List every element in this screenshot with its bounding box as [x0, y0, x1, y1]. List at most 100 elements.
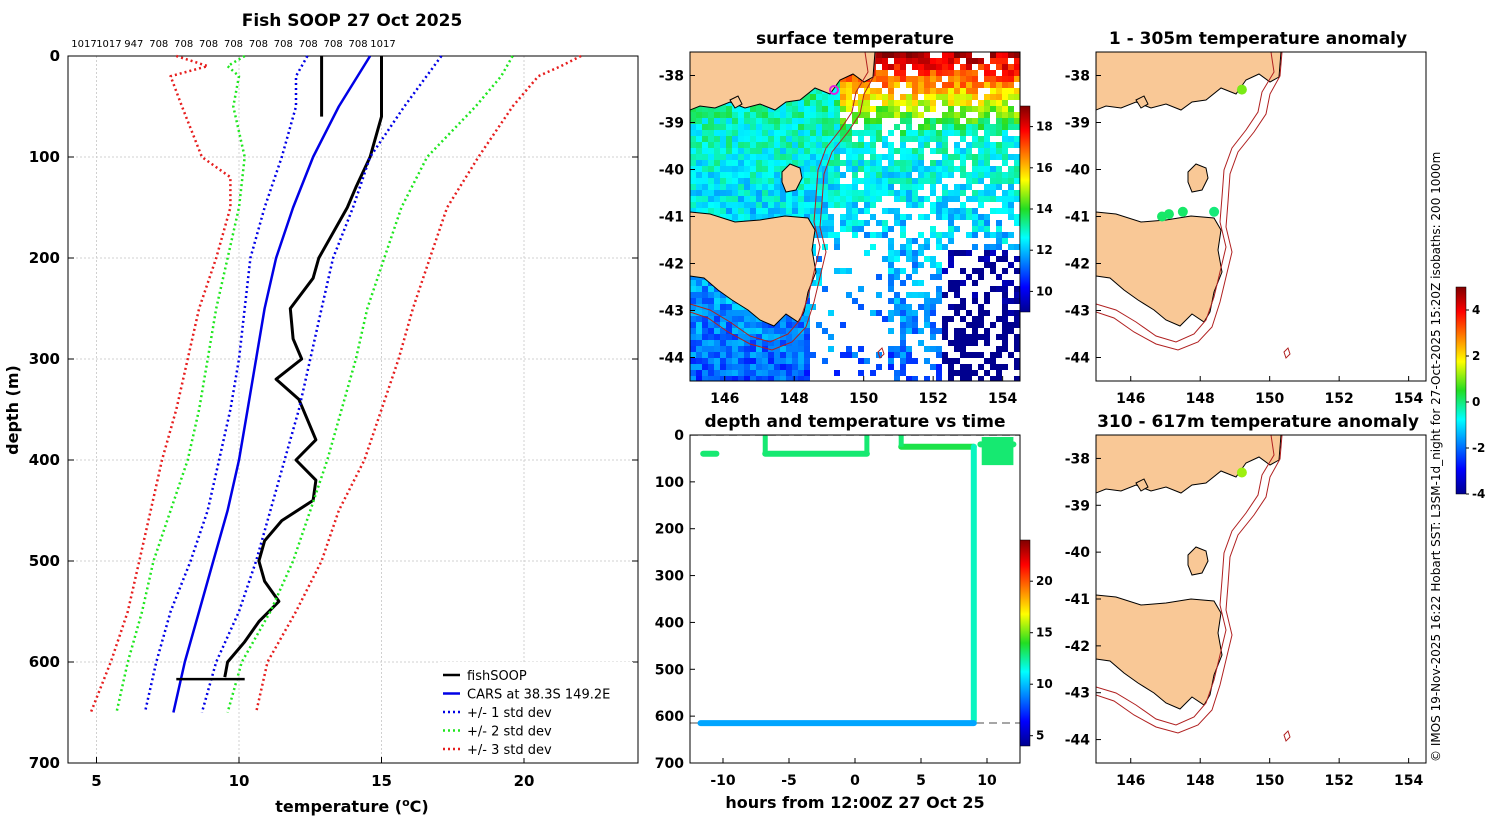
sst-cell [930, 334, 936, 340]
sst-cell [930, 232, 936, 238]
sst-cell [948, 76, 954, 82]
sst-cell [798, 328, 804, 334]
sst-cell [756, 190, 762, 196]
sst-cell [984, 250, 990, 256]
sst-cell [732, 130, 738, 136]
sst-cell [960, 124, 966, 130]
sst-cell [738, 178, 744, 184]
sst-cell [852, 112, 858, 118]
sst-cell [960, 214, 966, 220]
sst-cell [990, 184, 996, 190]
sst-cell [918, 244, 924, 250]
sst-cell [738, 190, 744, 196]
sst-cell [1008, 166, 1014, 172]
sst-colorbar-tick-label: 12 [1036, 243, 1053, 257]
sst-cell [948, 280, 954, 286]
sst-cell [1002, 232, 1008, 238]
sst-cell [906, 328, 912, 334]
sst-cell [738, 142, 744, 148]
sst-cell [954, 58, 960, 64]
sst-cell [960, 316, 966, 322]
sst-cell [1002, 130, 1008, 136]
sst-cell [846, 190, 852, 196]
sst-cell [918, 262, 924, 268]
sst-cell [888, 262, 894, 268]
sst-cell [984, 298, 990, 304]
sst-cell [1002, 280, 1008, 286]
sst-cell [936, 166, 942, 172]
sst-cell [702, 130, 708, 136]
sst-cell [900, 340, 906, 346]
sst-cell [714, 346, 720, 352]
sst-cell [834, 94, 840, 100]
dt-segments [697, 435, 1017, 727]
sst-cell [738, 136, 744, 142]
sst-cell [888, 82, 894, 88]
sst-cell [798, 148, 804, 154]
sst-cell [894, 112, 900, 118]
sst-cell [828, 148, 834, 154]
profile-ytick-label: 100 [29, 148, 60, 166]
sst-cell [774, 208, 780, 214]
sst-cell [810, 352, 816, 358]
dt-colorbar-tick-label: 20 [1036, 574, 1053, 588]
sst-cell [708, 172, 714, 178]
anom2-ytick-label: -42 [1065, 639, 1090, 655]
sst-cell [912, 148, 918, 154]
sst-cell [774, 160, 780, 166]
sst-cell [786, 190, 792, 196]
sst-cell [930, 118, 936, 124]
sst-cell [726, 346, 732, 352]
sst-cell [768, 328, 774, 334]
sst-cell [864, 148, 870, 154]
profile-top-tick-label: 708 [324, 39, 343, 50]
sst-cell [690, 334, 696, 340]
sst-cell [762, 160, 768, 166]
sst-cell [852, 82, 858, 88]
sst-cell [780, 196, 786, 202]
sst-cell [714, 178, 720, 184]
sst-cell [768, 184, 774, 190]
sst-cell [696, 160, 702, 166]
sst-cell [1014, 292, 1020, 298]
sst-cell [918, 250, 924, 256]
profile-top-tick-label: 708 [199, 39, 218, 50]
sst-cell [876, 106, 882, 112]
sst-cell [870, 88, 876, 94]
sst-cell [810, 214, 816, 220]
sst-cell [828, 232, 834, 238]
sst-cell [1008, 136, 1014, 142]
sst-cell [846, 130, 852, 136]
sst-cell [690, 160, 696, 166]
sst-cell [702, 184, 708, 190]
sst-cell [1002, 178, 1008, 184]
sst-cell [936, 94, 942, 100]
sst-cell [780, 112, 786, 118]
sst-cell [990, 88, 996, 94]
sst-cell [780, 334, 786, 340]
sst-cell [786, 154, 792, 160]
sst-cell [942, 292, 948, 298]
sst-cell [1002, 118, 1008, 124]
sst-cell [984, 70, 990, 76]
sst-cell [996, 148, 1002, 154]
sst-cell [714, 112, 720, 118]
sst-cell [942, 148, 948, 154]
sst-cell [702, 346, 708, 352]
sst-cell [984, 94, 990, 100]
sst-cell [924, 172, 930, 178]
sst-cell [702, 106, 708, 112]
sst-cell [978, 154, 984, 160]
sst-cell [936, 196, 942, 202]
sst-cell [930, 148, 936, 154]
sst-cell [990, 172, 996, 178]
sst-cell [816, 124, 822, 130]
sst-cell [708, 112, 714, 118]
sst-cell [942, 130, 948, 136]
sst-cell [894, 52, 900, 58]
sst-cell [804, 214, 810, 220]
sst-cell [714, 376, 720, 381]
sst-cell [876, 94, 882, 100]
sst-cell [924, 238, 930, 244]
sst-cell [942, 166, 948, 172]
